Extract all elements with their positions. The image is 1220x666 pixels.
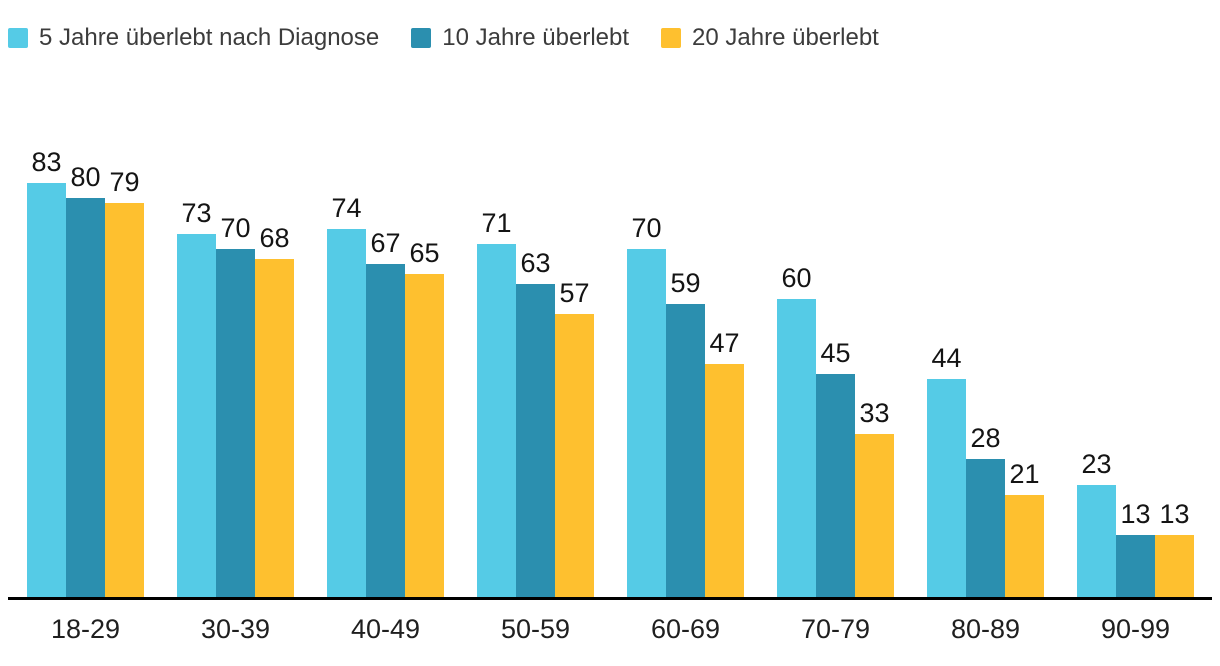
value-label: 80	[70, 162, 101, 192]
legend-item-10-jahre: 10 Jahre überlebt	[411, 24, 629, 52]
x-axis-label: 80-89	[950, 614, 1021, 644]
value-label: 21	[1009, 459, 1040, 489]
bar-80-89-series3	[1005, 495, 1044, 600]
bar-40-49-series2	[366, 264, 405, 600]
bar-50-59-series2	[516, 284, 555, 600]
bar-90-99-series2	[1116, 535, 1155, 600]
bar-70-79-series1	[777, 299, 816, 600]
legend-item-5-jahre: 5 Jahre überlebt nach Diagnose	[8, 24, 379, 52]
value-label: 13	[1159, 499, 1190, 529]
value-label: 47	[709, 328, 740, 358]
value-label: 13	[1120, 499, 1151, 529]
legend-label: 10 Jahre überlebt	[442, 24, 630, 51]
legend-item-20-jahre: 20 Jahre überlebt	[661, 24, 879, 52]
value-label: 74	[331, 193, 362, 223]
value-label: 33	[859, 398, 890, 428]
value-label: 71	[481, 208, 512, 238]
bar-60-69-series1	[627, 249, 666, 600]
bar-40-49-series3	[405, 274, 444, 600]
legend-swatch-icon	[661, 28, 682, 48]
value-label: 83	[31, 147, 62, 177]
bar-60-69-series3	[705, 364, 744, 600]
bar-50-59-series1	[477, 244, 516, 600]
bar-18-29-series2	[66, 198, 105, 600]
bar-90-99-series3	[1155, 535, 1194, 600]
value-label: 79	[109, 167, 140, 197]
value-label: 60	[781, 263, 812, 293]
value-label: 63	[520, 248, 551, 278]
bar-30-39-series1	[177, 234, 216, 600]
value-label: 44	[931, 343, 962, 373]
x-axis-line	[8, 597, 1212, 600]
bar-30-39-series2	[216, 249, 255, 600]
value-label: 67	[370, 228, 401, 258]
value-label: 57	[559, 278, 590, 308]
bar-40-49-series1	[327, 229, 366, 600]
bar-70-79-series3	[855, 434, 894, 600]
bar-50-59-series3	[555, 314, 594, 600]
x-axis-label: 60-69	[650, 614, 721, 644]
value-label: 45	[820, 338, 851, 368]
value-label: 70	[220, 213, 251, 243]
legend-swatch-icon	[8, 28, 28, 48]
value-label: 68	[259, 223, 290, 253]
legend-swatch-icon	[411, 28, 432, 48]
bar-30-39-series3	[255, 259, 294, 600]
x-axis-label: 50-59	[500, 614, 571, 644]
chart-legend: 5 Jahre überlebt nach Diagnose 10 Jahre …	[8, 24, 879, 52]
x-axis-label: 90-99	[1100, 614, 1171, 644]
x-axis-label: 18-29	[50, 614, 121, 644]
x-axis-label: 40-49	[350, 614, 421, 644]
legend-label: 5 Jahre überlebt nach Diagnose	[39, 24, 380, 51]
bar-70-79-series2	[816, 374, 855, 600]
value-label: 23	[1081, 449, 1112, 479]
x-axis-label: 70-79	[800, 614, 871, 644]
bar-18-29-series1	[27, 183, 66, 600]
value-label: 70	[631, 213, 662, 243]
bar-90-99-series1	[1077, 485, 1116, 600]
value-label: 65	[409, 238, 440, 268]
value-label: 28	[970, 423, 1001, 453]
x-axis-label: 30-39	[200, 614, 271, 644]
bar-80-89-series2	[966, 459, 1005, 600]
value-label: 73	[181, 198, 212, 228]
bar-18-29-series3	[105, 203, 144, 600]
bar-80-89-series1	[927, 379, 966, 600]
legend-label: 20 Jahre überlebt	[692, 24, 879, 51]
bar-60-69-series2	[666, 304, 705, 600]
value-label: 59	[670, 268, 701, 298]
